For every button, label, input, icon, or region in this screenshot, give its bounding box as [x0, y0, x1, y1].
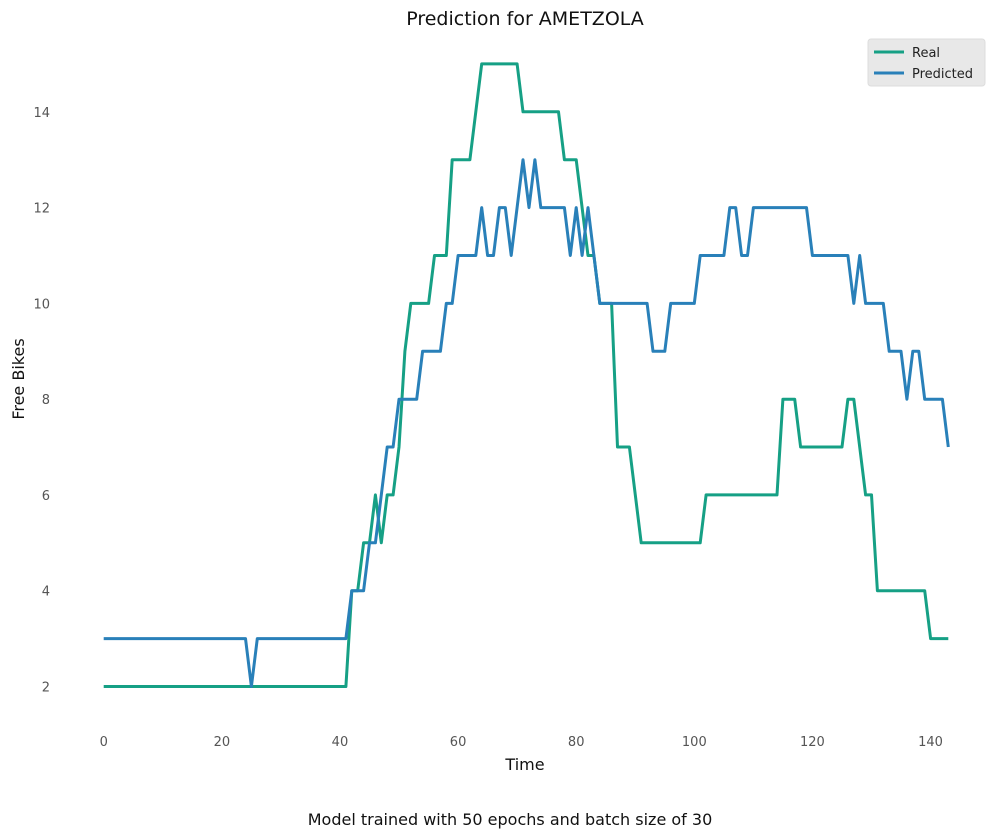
legend: Real Predicted	[867, 38, 986, 87]
y-tick-label: 10	[33, 297, 50, 312]
x-tick-label: 20	[214, 735, 231, 750]
x-axis-ticks: 0 20 40 60 80 100 120 140	[100, 735, 943, 750]
x-tick-label: 80	[568, 735, 585, 750]
x-axis-label: Time	[504, 755, 544, 774]
series-line-real	[103, 62, 949, 688]
y-tick-label: 2	[42, 680, 50, 695]
y-tick-label: 14	[33, 106, 50, 121]
x-tick-label: 40	[332, 735, 349, 750]
y-tick-label: 6	[42, 489, 50, 504]
chart-caption: Model trained with 50 epochs and batch s…	[308, 810, 713, 829]
y-axis-label: Free Bikes	[9, 338, 28, 419]
y-tick-label: 8	[42, 393, 50, 408]
chart-title: Prediction for AMETZOLA	[406, 8, 644, 30]
legend-label-real: Real	[912, 46, 940, 61]
x-tick-label: 140	[918, 735, 943, 750]
x-tick-label: 100	[682, 735, 707, 750]
y-axis-ticks: 2 4 6 8 10 12 14	[33, 106, 50, 696]
legend-label-predicted: Predicted	[912, 67, 973, 82]
x-tick-label: 0	[100, 735, 108, 750]
y-tick-label: 4	[42, 585, 50, 600]
y-tick-label: 12	[33, 202, 50, 217]
series-layer	[103, 62, 950, 688]
series-line-predicted	[103, 158, 950, 688]
x-tick-label: 120	[800, 735, 825, 750]
x-tick-label: 60	[450, 735, 467, 750]
